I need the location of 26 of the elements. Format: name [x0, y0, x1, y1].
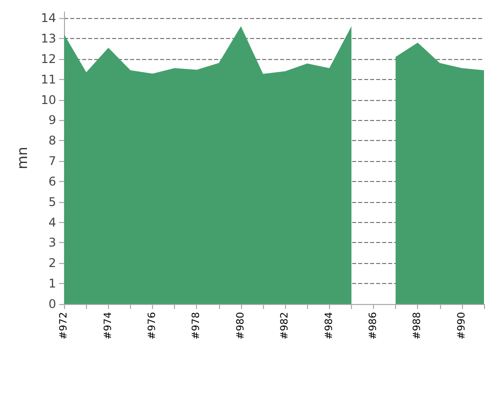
y-tick-label: 7 [48, 154, 56, 168]
y-tick-label: 6 [48, 174, 56, 188]
x-tick-label: #974 [102, 312, 114, 340]
y-tick-label: 11 [40, 72, 56, 86]
x-tick-label: #990 [456, 312, 468, 340]
y-tick-label: 14 [40, 11, 56, 26]
x-tick-label: #984 [324, 312, 335, 340]
y-tick-label: 0 [48, 297, 56, 311]
y-tick-label: 4 [48, 215, 56, 230]
y-tick-label: 10 [40, 92, 56, 107]
y-tick-label: 9 [48, 113, 56, 128]
x-tick-label: #972 [58, 312, 70, 340]
y-tick-label: 13 [40, 32, 56, 46]
y-tick-label: 3 [48, 236, 56, 250]
x-tick-label: #976 [147, 312, 158, 340]
x-tick-label: #986 [368, 312, 380, 340]
y-tick-label: 5 [48, 194, 56, 209]
y-tick-label: 8 [48, 134, 56, 148]
x-tick-label: #988 [412, 312, 424, 340]
x-tick-label: #982 [280, 312, 291, 340]
y-tick-label: 2 [48, 256, 56, 270]
y-tick-label: 12 [40, 52, 56, 66]
y-tick-label: 1 [48, 276, 56, 291]
x-tick-label: #978 [191, 312, 202, 340]
y-axis-title: mn [15, 146, 31, 170]
x-tick-label: #980 [235, 312, 246, 340]
